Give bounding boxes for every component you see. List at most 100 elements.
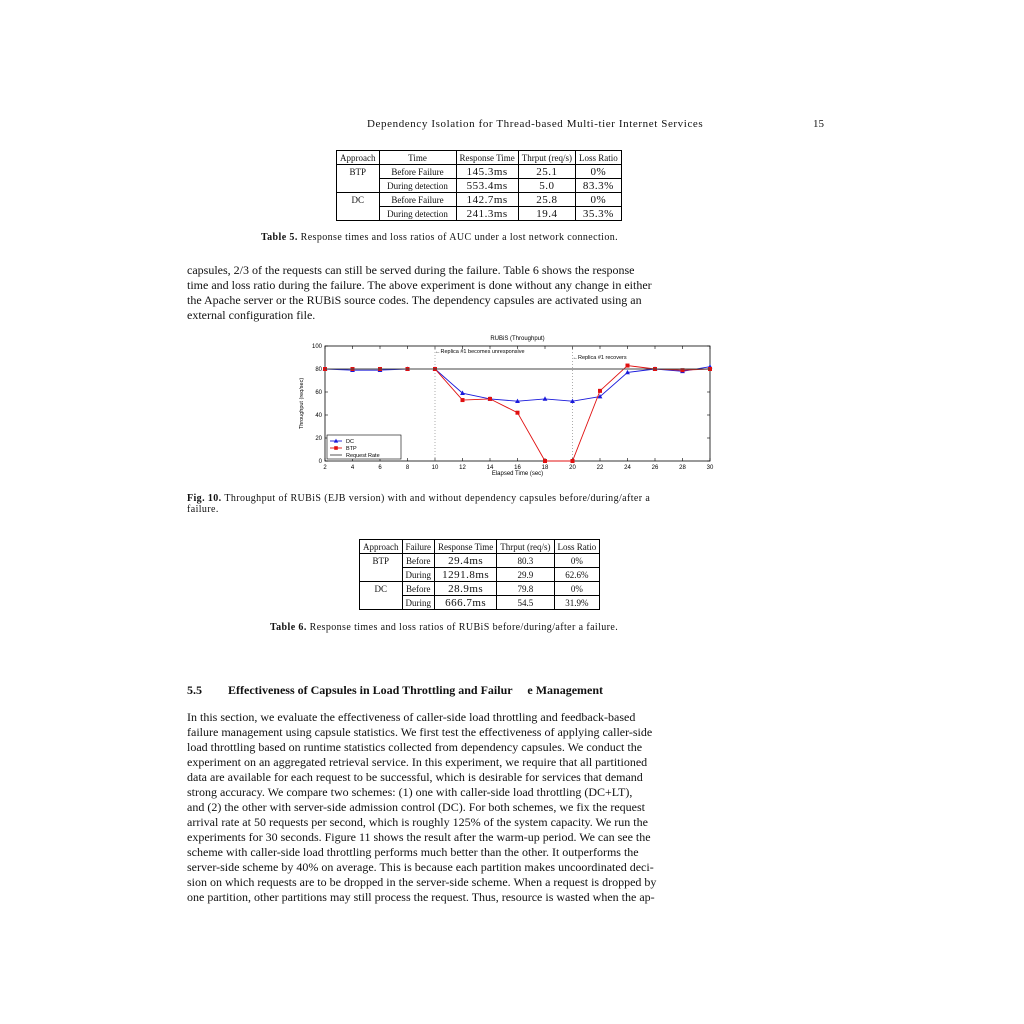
running-header: Dependency Isolation for Thread-based Mu… [367, 118, 704, 130]
table-cell: 28.9ms [433, 581, 498, 596]
text-line: server-side scheme by 40% on average. Th… [187, 860, 654, 874]
text-line: experiments for 30 seconds. Figure 11 sh… [187, 830, 651, 844]
table-cell: 83.3% [575, 178, 622, 193]
table-cell: 0% [575, 192, 622, 207]
table-row: During detection 553.4ms 5.0 83.3% [336, 178, 622, 193]
table-cell: 142.7ms [455, 192, 519, 207]
table-cell: 0% [575, 164, 622, 179]
table-cell: 62.6% [553, 567, 601, 582]
table-5-caption: Table 5. Response times and loss ratios … [261, 232, 618, 243]
table-header-cell: Time [378, 150, 457, 165]
table-cell: 241.3ms [455, 206, 519, 221]
data-point-dc [542, 396, 548, 401]
table-row: BTP Before 29.4ms 80.3 0% [359, 553, 601, 568]
data-point-btp [543, 459, 547, 463]
table-cell: 80.3 [496, 553, 555, 568]
y-tick-label: 20 [315, 436, 322, 442]
x-tick-label: 28 [679, 465, 686, 471]
text-line: arrival rate at 50 requests per second, … [187, 815, 648, 829]
body-paragraph-2: In this section, we evaluate the effecti… [187, 710, 827, 905]
data-point-dc [460, 390, 465, 395]
chart-title: RUBiS (Throughput) [490, 336, 544, 342]
x-tick-label: 16 [514, 465, 521, 471]
x-tick-label: 18 [542, 465, 549, 471]
throughput-chart: RUBiS (Throughput) Elapsed Time (sec) Thro… [299, 336, 714, 477]
table-cell: BTP [359, 553, 403, 568]
text-line: data are available for each request to b… [187, 770, 643, 784]
legend-label: Request Rate [346, 453, 380, 459]
table-6: Approach Failure Response Time Thrput (r… [359, 539, 601, 610]
text-line: failure management using capsule statist… [187, 725, 653, 739]
table-cell: 25.8 [517, 192, 577, 207]
page-number: 15 [813, 118, 824, 130]
x-tick-label: 10 [432, 465, 439, 471]
table-cell: 0% [553, 553, 601, 568]
table-header-row: Approach Time Response Time Thrput (req/… [336, 150, 622, 165]
table-5: Approach Time Response Time Thrput (req/… [336, 150, 622, 221]
x-tick-label: 6 [378, 465, 382, 471]
text-line: load throttling based on runtime statist… [187, 740, 643, 754]
data-point-btp [625, 363, 630, 368]
table-cell: 1291.8ms [433, 567, 498, 582]
table-cell: 666.7ms [433, 595, 498, 610]
text-line: scheme with caller-side load throttling … [187, 845, 639, 859]
table-cell: 29.9 [496, 567, 555, 582]
y-tick-label: 60 [315, 390, 322, 396]
table-cell [336, 178, 380, 193]
y-tick-label: 80 [315, 367, 322, 373]
data-point-btp [488, 396, 492, 401]
legend-marker [334, 446, 338, 450]
table-cell: 29.4ms [433, 553, 498, 568]
table-6-caption: Table 6. Response times and loss ratios … [270, 622, 618, 633]
section-heading: 5.5 Effectiveness of Capsules in Load Th… [187, 683, 603, 698]
text-line: strong accuracy. We compare two schemes:… [187, 785, 633, 799]
table-cell: 145.3ms [455, 164, 519, 179]
table-cell: 19.4 [517, 206, 577, 221]
x-tick-label: 14 [487, 465, 494, 471]
y-tick-label: 0 [319, 459, 323, 465]
y-tick-label: 40 [315, 413, 322, 419]
table-cell: 0% [553, 581, 601, 596]
text-line: the Apache server or the RUBiS source co… [187, 293, 642, 307]
text-line: In this section, we evaluate the effecti… [187, 710, 636, 724]
table-row: During 1291.8ms 29.9 62.6% [359, 567, 601, 582]
table-cell: During [401, 595, 435, 610]
table-cell: 5.0 [517, 178, 577, 193]
x-tick-label: 30 [707, 465, 714, 471]
x-tick-label: 20 [569, 465, 576, 471]
text-line: external configuration file. [187, 308, 316, 322]
data-point-dc [597, 394, 603, 399]
x-tick-label: 24 [624, 465, 631, 471]
table-cell: During detection [378, 178, 457, 193]
table-header-cell: Thrput (req/s) [496, 539, 555, 554]
text-line: time and loss ratio during the failure. … [187, 278, 652, 292]
x-tick-label: 12 [459, 465, 466, 471]
annotation-label: ←Replica #1 becomes unresponsive [435, 349, 525, 355]
series-line-dc [324, 366, 711, 402]
table-cell: DC [336, 192, 380, 207]
table-header-cell: Loss Ratio [575, 150, 622, 165]
table-cell: Before Failure [378, 164, 457, 179]
data-point-btp [515, 410, 520, 415]
table-cell: Before Failure [378, 192, 457, 207]
text-line: and (2) the other with server-side admis… [187, 800, 645, 814]
table-cell: 35.3% [575, 206, 622, 221]
table-cell: 79.8 [496, 581, 555, 596]
data-point-btp [460, 398, 465, 403]
table-row: During detection 241.3ms 19.4 35.3% [336, 206, 622, 221]
x-tick-label: 8 [406, 465, 410, 471]
x-axis-label: Elapsed Time (sec) [492, 471, 543, 477]
caption-text: Response times and loss ratios of AUC un… [300, 232, 619, 243]
table-cell [359, 567, 403, 582]
text-line: sion on which requests are to be dropped… [187, 875, 657, 889]
data-point-dc [625, 369, 630, 375]
caption-label: Table 5. [261, 232, 298, 243]
table-header-cell: Thrput (req/s) [517, 150, 577, 165]
caption-label: Table 6. [270, 622, 307, 633]
data-point-btp [680, 368, 685, 373]
legend-marker [333, 438, 339, 443]
data-point-dc [570, 398, 575, 403]
caption-text: Throughput of RUBiS (EJB version) with a… [224, 493, 651, 504]
table-cell: DC [359, 581, 403, 596]
table-header-cell: Approach [336, 150, 380, 165]
